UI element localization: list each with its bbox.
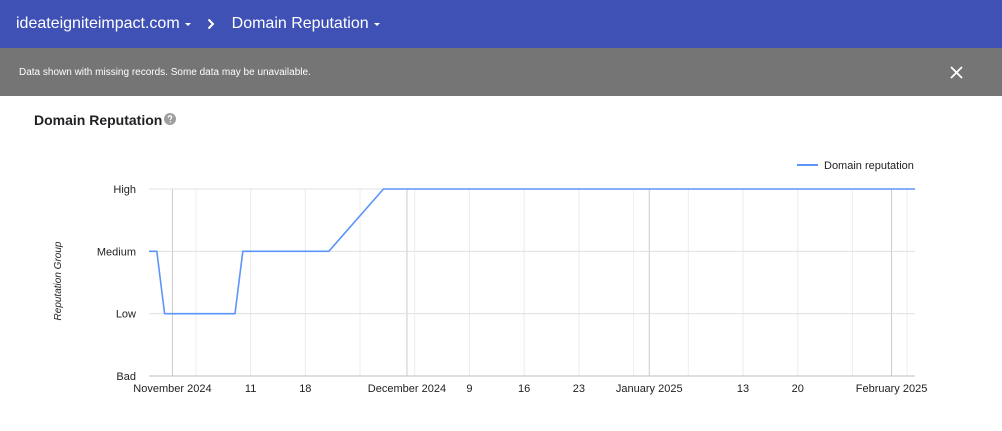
y-axis-title: Reputation Group [53,241,64,320]
reputation-chart: Bad Low Medium High November 2024 11 18 Decemb… [53,160,927,395]
top-app-bar: ideateigniteimpact.com Domain Reputation [0,0,1002,48]
y-tick-label: High [113,184,136,196]
chevron-right-icon [207,18,215,30]
x-tick-label: 13 [737,383,749,395]
close-icon[interactable] [950,66,963,79]
y-axis: Bad Low Medium High [97,184,136,383]
x-tick-label: January 2025 [616,383,683,395]
dropdown-caret-icon [184,23,191,26]
grid-layer [149,188,915,377]
series-layer [149,188,915,315]
domain-selector[interactable]: ideateigniteimpact.com [16,15,191,33]
dropdown-caret-icon [373,23,380,26]
series-line [149,188,915,315]
x-tick-label: November 2024 [133,383,211,395]
x-tick-label: 23 [573,383,585,395]
y-tick-label: Bad [116,371,136,383]
legend: Domain reputation [797,160,914,172]
x-axis: November 2024 11 18 December 2024 9 16 23 Janua… [133,383,927,395]
legend-label: Domain reputation [824,160,914,172]
page-label: Domain Reputation [231,15,369,32]
x-tick-label: 20 [792,383,804,395]
x-tick-label: February 2025 [856,383,928,395]
page-selector[interactable]: Domain Reputation [232,15,380,33]
missing-data-notice: Data shown with missing records. Some da… [0,48,1002,96]
section-title-text: Domain Reputation [34,112,163,128]
section-title: Domain Reputation [34,112,177,128]
x-tick-label: December 2024 [368,383,446,395]
help-circle-icon[interactable] [164,112,177,125]
x-tick-label: 18 [299,383,311,395]
domain-label: ideateigniteimpact.com [16,15,180,32]
y-tick-label: Medium [97,246,136,258]
x-tick-label: 11 [245,383,256,395]
x-tick-label: 9 [466,383,472,395]
notice-text: Data shown with missing records. Some da… [19,66,311,78]
x-tick-label: 16 [518,383,530,395]
y-tick-label: Low [116,309,136,321]
